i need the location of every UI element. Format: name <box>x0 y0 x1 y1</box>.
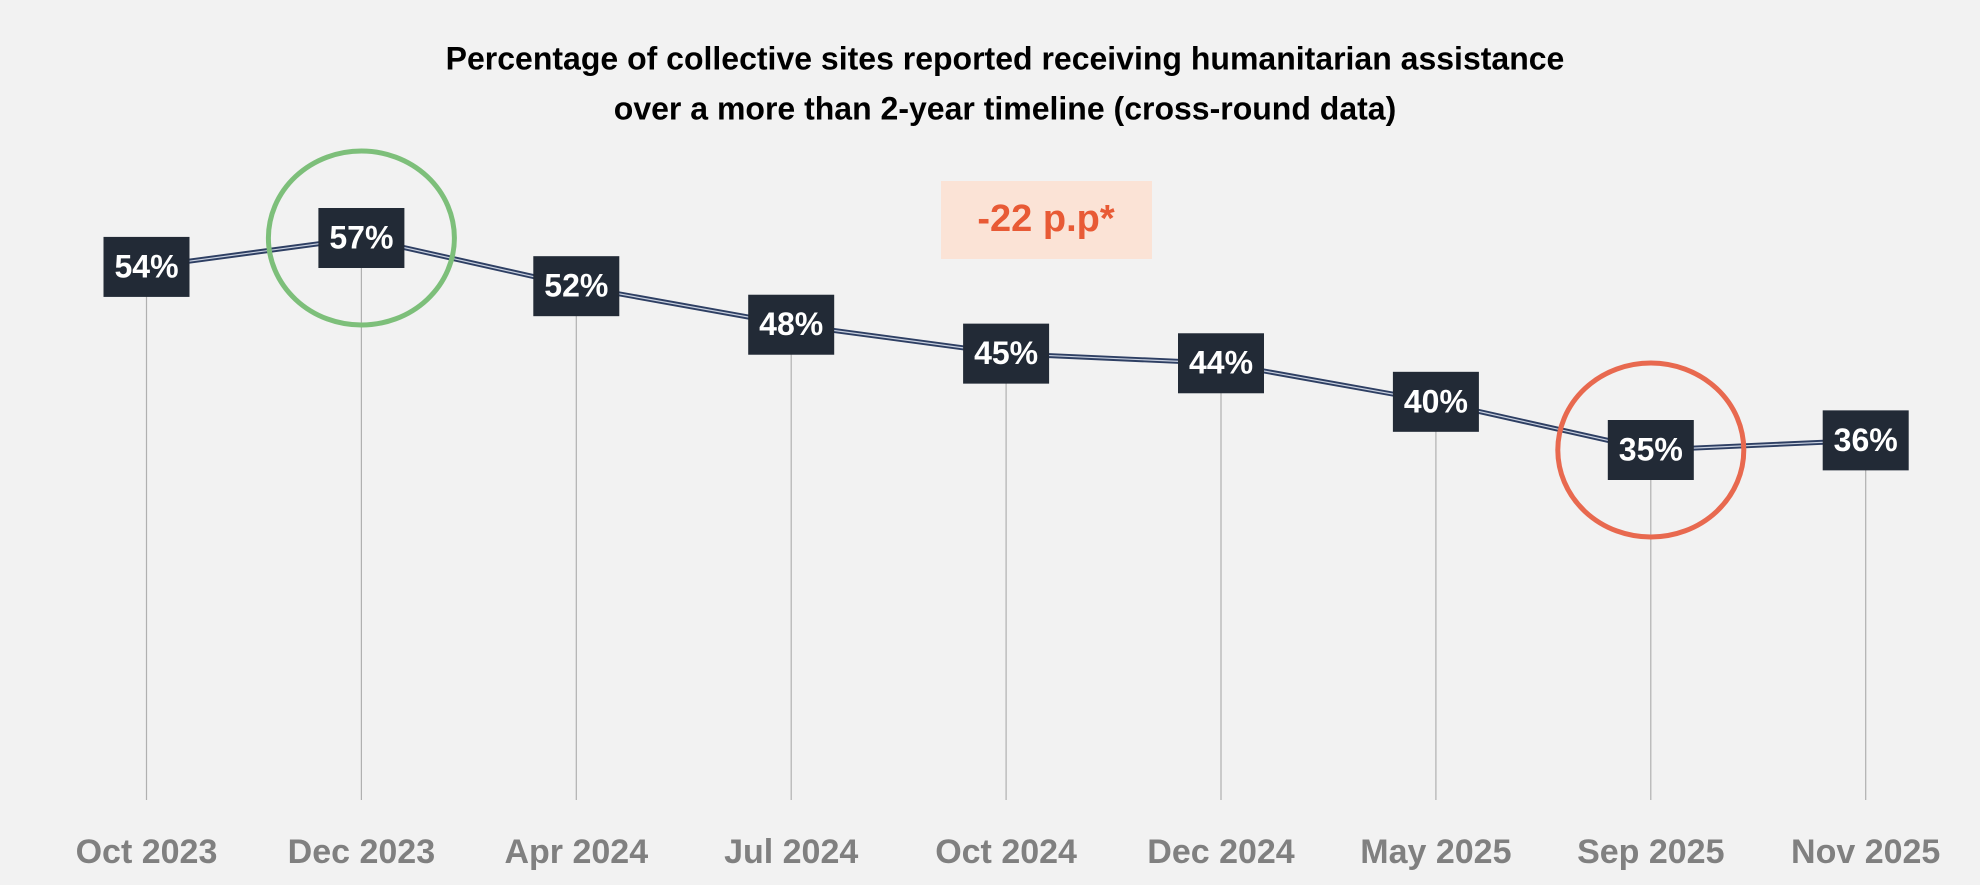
data-label: 52% <box>544 268 608 304</box>
data-label: 48% <box>759 306 823 342</box>
annotation: -22 p.p* <box>977 198 1114 240</box>
data-label: 44% <box>1189 345 1253 381</box>
x-tick-label: Apr 2024 <box>504 833 648 871</box>
x-tick-label: Jul 2024 <box>724 833 858 871</box>
min-highlight-circle <box>1555 360 1747 540</box>
data-label: 57% <box>329 219 393 255</box>
data-label-box <box>103 236 190 297</box>
max-highlight-circle <box>265 148 457 328</box>
x-tick-label: Oct 2023 <box>76 833 218 871</box>
data-label-box <box>963 323 1050 384</box>
x-tick-label: Dec 2024 <box>1147 833 1295 871</box>
chart-title: Percentage of collective sites reported … <box>446 40 1565 76</box>
x-tick-label: Sep 2025 <box>1577 833 1724 871</box>
x-tick-label: Dec 2023 <box>288 833 435 871</box>
data-label-box <box>533 256 620 317</box>
data-label: 40% <box>1404 383 1468 419</box>
data-label: 36% <box>1834 422 1898 458</box>
annotation-box <box>941 181 1152 259</box>
data-label-box <box>748 294 835 355</box>
data-label-box <box>1822 410 1909 471</box>
data-label-box <box>318 208 405 268</box>
data-label-box <box>1607 420 1694 480</box>
data-label: 35% <box>1619 431 1683 467</box>
x-tick-label: Oct 2024 <box>935 833 1077 871</box>
data-label-box <box>1392 371 1479 432</box>
x-tick-label: Nov 2025 <box>1791 833 1940 871</box>
data-label: 54% <box>114 248 178 284</box>
data-label-box <box>1178 333 1264 394</box>
x-tick-label: May 2025 <box>1360 833 1511 871</box>
chart-title: over a more than 2-year timeline (cross-… <box>614 90 1396 126</box>
data-label: 45% <box>974 335 1038 371</box>
